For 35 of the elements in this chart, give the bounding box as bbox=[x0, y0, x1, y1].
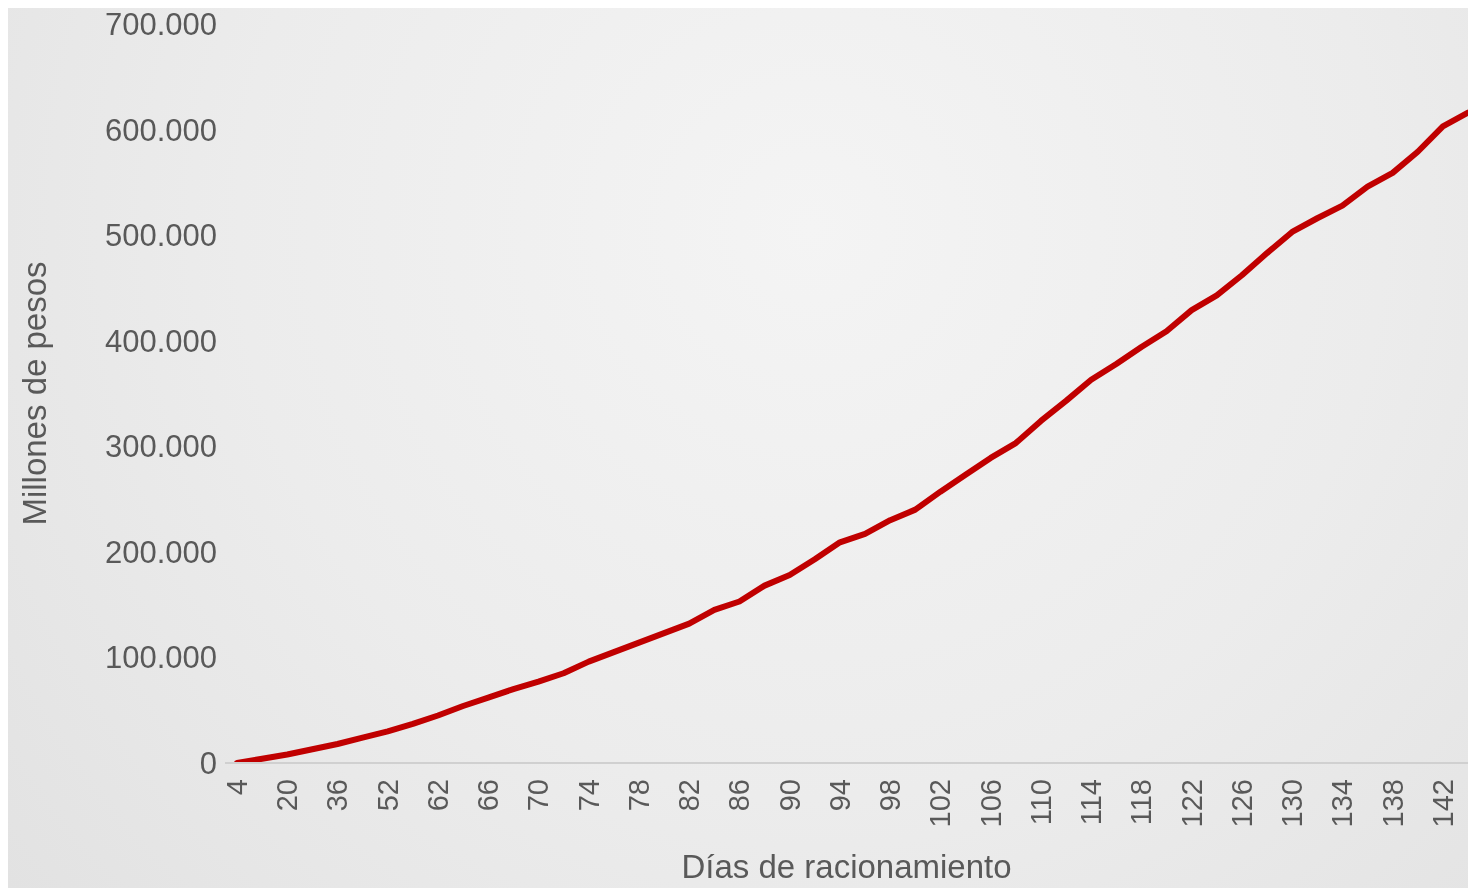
x-tick-label: 94 bbox=[823, 779, 856, 812]
x-tick-label: 66 bbox=[472, 779, 505, 812]
y-tick-label: 500.000 bbox=[104, 218, 217, 254]
x-tick-label: 98 bbox=[874, 779, 907, 812]
x-tick-label: 90 bbox=[773, 779, 806, 812]
x-tick-label: 36 bbox=[321, 779, 354, 812]
x-tick-label: 86 bbox=[723, 779, 756, 812]
x-tick-label: 74 bbox=[572, 779, 605, 812]
x-tick-label: 134 bbox=[1326, 779, 1359, 828]
x-axis-title: Días de racionamiento bbox=[681, 848, 1012, 885]
y-tick-label: 0 bbox=[199, 746, 217, 782]
x-tick-label: 52 bbox=[371, 779, 404, 812]
x-tick-label: 62 bbox=[421, 779, 454, 812]
x-tick-label: 78 bbox=[622, 779, 655, 812]
y-tick-label: 400.000 bbox=[104, 323, 217, 359]
x-tick-label: 126 bbox=[1225, 779, 1258, 828]
x-tick-label: 82 bbox=[673, 779, 706, 812]
y-tick-label: 200.000 bbox=[104, 534, 217, 570]
x-tick-label: 20 bbox=[271, 779, 304, 812]
x-tick-label: 138 bbox=[1376, 779, 1409, 828]
x-tick-label: 130 bbox=[1276, 779, 1309, 828]
y-tick-label: 700.000 bbox=[104, 7, 217, 43]
y-tick-label: 300.000 bbox=[104, 429, 217, 465]
x-tick-label: 106 bbox=[974, 779, 1007, 828]
x-tick-label: 110 bbox=[1024, 779, 1057, 826]
x-tick-label: 70 bbox=[522, 779, 555, 812]
y-tick-label: 100.000 bbox=[104, 640, 217, 676]
x-tick-label: 4 bbox=[221, 779, 253, 796]
x-tick-label: 114 bbox=[1075, 779, 1108, 826]
y-axis-title: Millones de pesos bbox=[15, 261, 53, 526]
x-tick-label: 122 bbox=[1175, 779, 1208, 828]
y-tick-label: 600.000 bbox=[104, 112, 217, 148]
x-tick-label: 102 bbox=[924, 779, 957, 828]
x-tick-label: 118 bbox=[1125, 779, 1158, 826]
x-tick-label: 142 bbox=[1426, 779, 1459, 828]
